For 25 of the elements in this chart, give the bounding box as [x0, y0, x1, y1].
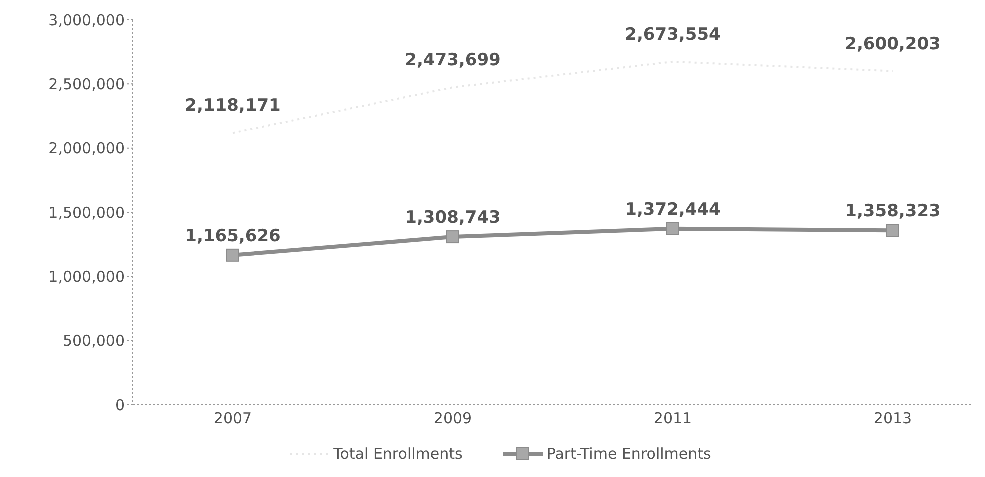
data-label: 1,372,444 — [625, 200, 722, 220]
point — [446, 230, 460, 244]
data-label: 2,600,203 — [845, 34, 941, 54]
x-tick-label: 2011 — [654, 410, 692, 428]
data-label: 2,473,699 — [405, 50, 501, 71]
x-tick-label: 2013 — [874, 410, 912, 428]
data-label: 1,358,323 — [845, 202, 941, 222]
y-tick-label: 1,500,000 — [48, 204, 125, 222]
point — [226, 248, 240, 262]
data-label: 1,165,626 — [185, 226, 281, 246]
y-tick-label: 2,500,000 — [48, 75, 125, 94]
x-tick-label: 2009 — [434, 410, 472, 428]
data-label: 2,118,171 — [185, 96, 281, 116]
point — [886, 224, 900, 238]
data-label: 2,673,554 — [625, 24, 722, 45]
legend-label: Part-Time Enrollments — [546, 445, 712, 463]
y-tick-label: 1,000,000 — [48, 268, 125, 286]
y-tick-label: 2,000,000 — [48, 140, 125, 158]
data-label: 1,308,743 — [405, 208, 501, 228]
x-tick-label: 2007 — [214, 410, 252, 428]
y-tick-label: 500,000 — [62, 332, 125, 350]
y-tick-label: 0 — [115, 396, 125, 414]
point — [666, 222, 680, 236]
y-tick-label: 3,000,000 — [48, 11, 125, 30]
legend-label: Total Enrollments — [334, 445, 463, 463]
